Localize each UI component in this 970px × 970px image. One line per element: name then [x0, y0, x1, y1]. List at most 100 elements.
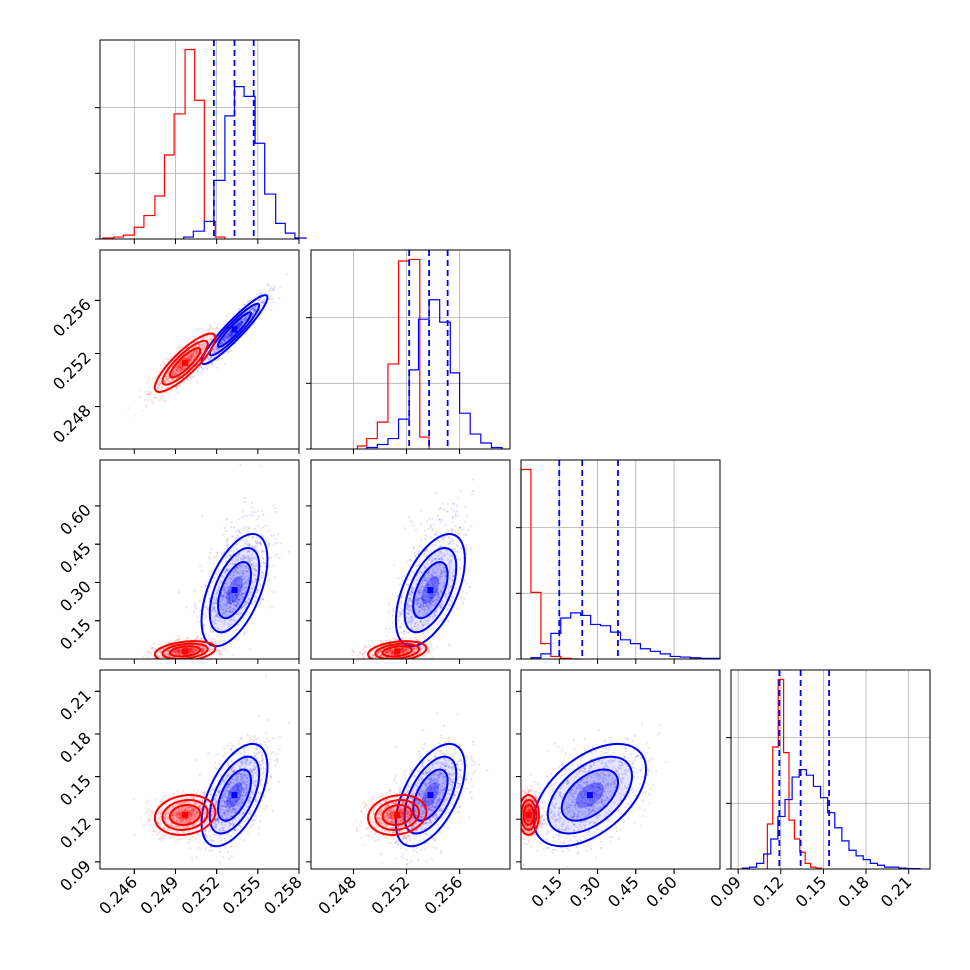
scatter-point — [234, 593, 238, 596]
scatter-point — [204, 633, 207, 636]
scatter-point — [385, 639, 388, 643]
scatter-point — [187, 649, 190, 652]
scatter-point — [272, 288, 275, 291]
scatter-point — [447, 589, 450, 592]
scatter-point — [434, 557, 437, 561]
scatter-point — [409, 520, 413, 523]
scatter-point — [201, 648, 204, 651]
scatter-point — [427, 517, 431, 520]
scatter-point — [412, 648, 415, 651]
scatter-point — [223, 339, 226, 343]
scatter-point — [434, 582, 437, 585]
scatter-point — [231, 610, 234, 613]
scatter-point — [471, 492, 474, 495]
scatter-point — [201, 647, 204, 650]
scatter-point — [202, 647, 205, 650]
scatter-point — [447, 529, 450, 532]
scatter-point — [160, 656, 163, 659]
scatter-point — [446, 552, 449, 555]
scatter-point — [229, 335, 232, 338]
scatter-point — [427, 584, 430, 587]
scatter-point — [409, 609, 412, 612]
scatter-point — [404, 649, 407, 652]
scatter-point — [193, 356, 196, 359]
scatter-point — [200, 637, 203, 641]
scatter-point — [206, 638, 210, 641]
scatter-point — [259, 602, 262, 605]
scatter-point — [201, 344, 204, 347]
scatter-point — [236, 612, 239, 616]
scatter-point — [168, 654, 171, 658]
scatter-point — [417, 598, 420, 601]
scatter-point — [437, 595, 440, 598]
scatter-point — [431, 597, 434, 600]
scatter-point — [258, 515, 261, 518]
scatter-point — [230, 594, 234, 597]
scatter-point — [190, 649, 193, 652]
scatter-point — [421, 608, 424, 611]
scatter-point — [415, 603, 418, 606]
scatter-point — [441, 600, 444, 603]
scatter-point — [216, 342, 219, 345]
scatter-point — [451, 520, 454, 523]
scatter-point — [127, 407, 130, 410]
scatter-point — [209, 338, 212, 341]
scatter-point — [158, 370, 161, 373]
scatter-point — [175, 652, 178, 655]
scatter-point — [171, 372, 174, 375]
scatter-point — [190, 647, 193, 651]
scatter-point — [214, 347, 217, 350]
scatter-point — [431, 599, 434, 602]
scatter-point — [228, 330, 231, 334]
scatter-point — [433, 614, 437, 617]
scatter-point — [433, 533, 437, 537]
scatter-point — [380, 650, 383, 654]
scatter-point — [454, 588, 457, 591]
scatter-point — [176, 651, 179, 655]
scatter-point — [443, 571, 446, 574]
scatter-point — [228, 626, 231, 629]
histogram-red — [520, 468, 581, 660]
scatter-point — [210, 547, 213, 551]
scatter-point — [388, 651, 392, 654]
scatter-point — [236, 566, 239, 569]
scatter-point — [255, 564, 258, 567]
scatter-point — [192, 352, 195, 355]
scatter-point — [237, 555, 240, 559]
scatter-point — [195, 637, 198, 640]
scatter-point — [405, 605, 408, 608]
scatter-point — [166, 653, 169, 656]
scatter-point — [159, 392, 162, 396]
scatter-point — [179, 368, 183, 371]
scatter-point — [228, 336, 231, 339]
scatter-point — [234, 638, 238, 641]
density-peak — [231, 587, 238, 594]
scatter-point — [246, 599, 249, 602]
scatter-point — [191, 375, 194, 378]
scatter-point — [228, 591, 232, 594]
scatter-point — [407, 612, 410, 616]
scatter-point — [232, 596, 235, 599]
scatter-point — [158, 653, 161, 656]
scatter-point — [464, 533, 467, 536]
scatter-point — [232, 607, 236, 610]
scatter-point — [275, 552, 278, 555]
scatter-point — [178, 384, 181, 387]
scatter-point — [236, 571, 239, 574]
scatter-point — [190, 353, 193, 356]
scatter-point — [429, 600, 432, 603]
scatter-point — [356, 654, 359, 657]
scatter-point — [448, 563, 451, 567]
scatter-point — [450, 572, 454, 575]
scatter-point — [385, 650, 388, 653]
scatter-point — [176, 371, 179, 374]
scatter-point — [212, 348, 215, 351]
scatter-point — [400, 648, 404, 652]
scatter-point — [429, 609, 433, 612]
scatter-point — [424, 529, 427, 532]
scatter-point — [458, 526, 461, 530]
scatter-point — [242, 575, 245, 578]
scatter-point — [203, 624, 206, 627]
scatter-point — [433, 585, 436, 588]
scatter-point — [224, 612, 227, 615]
